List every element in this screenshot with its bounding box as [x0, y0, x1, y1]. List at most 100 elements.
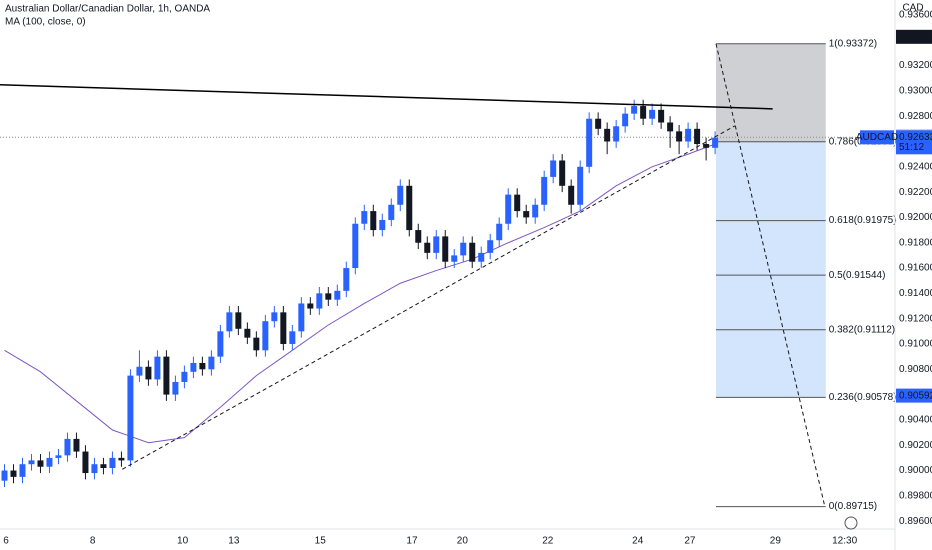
candle-body: [64, 438, 71, 456]
y-tick-label: 0.93200: [899, 60, 932, 71]
candle-body: [145, 366, 152, 380]
candle-body: [37, 460, 44, 467]
candle-body: [280, 312, 287, 344]
plot-area: 1(0.93372)0.786(0.92598)0.618(0.91975)0.…: [0, 38, 897, 512]
x-tick-label: 8: [90, 536, 96, 547]
fib-label: 0.618(0.91975): [829, 215, 897, 226]
y-tick-label: 0.92400: [899, 161, 932, 172]
candle-body: [334, 290, 341, 300]
candle-body: [343, 268, 350, 291]
y-tick-label: 0.91000: [899, 339, 932, 350]
candle-body: [100, 464, 107, 469]
candle-body: [442, 236, 449, 262]
candle-body: [127, 375, 134, 461]
fib-zone: [716, 329, 826, 398]
candle-body: [28, 460, 35, 465]
candle-body: [712, 137, 719, 148]
candle-body: [631, 106, 638, 114]
candle-body: [424, 242, 431, 253]
candle-body: [91, 464, 98, 474]
currency: CAD: [902, 3, 923, 14]
price-badge: [896, 29, 932, 44]
candle-body: [208, 356, 215, 370]
candle-body: [532, 204, 539, 218]
candle-body: [136, 366, 143, 376]
candle-body: [73, 438, 80, 452]
candle-body: [388, 204, 395, 220]
candle-body: [406, 185, 413, 231]
candle-body: [316, 293, 323, 309]
candle-body: [118, 457, 125, 461]
fib-zone: [716, 275, 826, 330]
candle-body: [496, 223, 503, 241]
y-tick-label: 0.93000: [899, 86, 932, 97]
chart-title: Australian Dollar/Canadian Dollar, 1h, O…: [5, 4, 210, 15]
x-tick-label: 6: [3, 536, 9, 547]
icon[interactable]: [844, 516, 858, 530]
trend-line: [0, 84, 773, 110]
candle-body: [586, 118, 593, 167]
y-tick-label: 0.91800: [899, 237, 932, 248]
trend-line: [715, 43, 826, 507]
fib-zone: [716, 141, 826, 221]
candle-body: [541, 176, 548, 205]
candle-body: [685, 128, 692, 142]
candle-body: [172, 381, 179, 395]
candle-body: [253, 337, 260, 351]
candle-body: [109, 457, 116, 469]
fib-zone: [716, 43, 826, 142]
candle-body: [19, 464, 26, 477]
candle-body: [568, 185, 575, 205]
candle-body: [487, 240, 494, 253]
fib-label: 1(0.93372): [829, 38, 877, 49]
y-tick-label: 0.92000: [899, 212, 932, 223]
candle-body: [163, 356, 170, 395]
x-tick-label: 12:30: [832, 536, 857, 547]
candle-body: [523, 211, 530, 218]
candle-body: [82, 451, 89, 474]
candle-body: [55, 455, 62, 458]
candle-body: [181, 371, 188, 382]
candle-body: [676, 131, 683, 142]
candle-body: [550, 160, 557, 177]
candle-body: [649, 109, 656, 119]
candle-body: [622, 113, 629, 127]
candle-body: [703, 144, 710, 148]
x-tick-label: 17: [406, 536, 418, 547]
candle-body: [595, 118, 602, 129]
x-tick-label: 22: [542, 536, 554, 547]
fib-label: 0.5(0.91544): [829, 270, 886, 281]
price-badge-label: 0.93427: [899, 31, 932, 42]
candle-body: [307, 303, 314, 309]
x-tick-label: 27: [684, 536, 696, 547]
moving-average: [4, 143, 716, 444]
y-tick-label: 0.92800: [899, 111, 932, 122]
trend-line: [122, 125, 736, 470]
candle-body: [298, 303, 305, 332]
candle-body: [460, 242, 467, 256]
price-badge: [896, 388, 932, 403]
y-tick-label: 0.92200: [899, 187, 932, 198]
candle-body: [415, 230, 422, 243]
candle-body: [244, 328, 251, 338]
candle-body: [451, 255, 458, 262]
candle-body: [469, 242, 476, 262]
indicator-label: MA (100, close, 0): [5, 17, 86, 28]
y-tick-label: 0.90200: [899, 440, 932, 451]
fib-label: 0.236(0.90578): [829, 392, 897, 403]
candle-body: [1, 470, 8, 481]
y-tick-label: 0.91600: [899, 263, 932, 274]
candle-body: [433, 236, 440, 253]
candle-body: [694, 128, 701, 145]
candle-body: [46, 457, 53, 467]
y-tick-label: 0.93600: [899, 10, 932, 21]
y-tick-label: 0.89600: [899, 516, 932, 527]
y-tick-label: 0.89800: [899, 490, 932, 501]
x-tick-label: 20: [457, 536, 469, 547]
last-badge: [896, 130, 932, 155]
candle-body: [226, 312, 233, 332]
candle-body: [397, 185, 404, 205]
price-badge-label: 0.90592: [899, 390, 932, 401]
candle-body: [514, 194, 521, 212]
